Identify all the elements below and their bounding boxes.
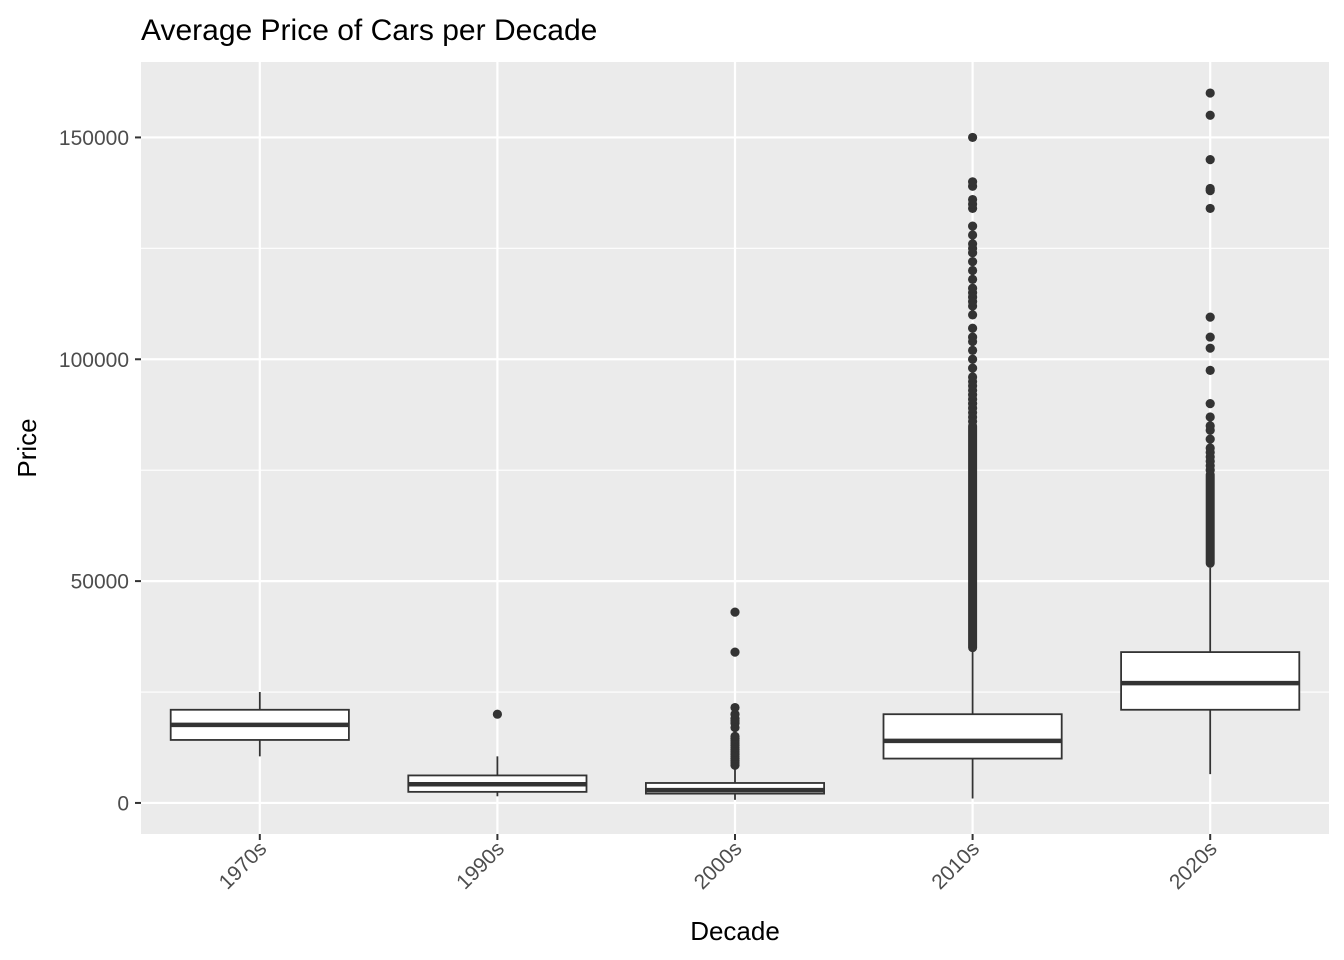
y-tick-label: 50000 [71,571,129,594]
outlier-point [730,702,740,713]
outlier-point [968,239,978,249]
outlier-point [968,194,978,205]
outlier-point [1205,421,1215,431]
outlier-point [968,274,978,285]
outlier-point [968,230,978,240]
outlier-point [1205,203,1215,214]
outlier-point [1205,412,1215,422]
x-tick-label: 2000s [690,837,747,894]
outlier-point [1205,399,1215,409]
outlier-point [1205,365,1215,375]
x-tick-label: 2010s [927,837,984,894]
outlier-point [968,372,978,382]
outlier-point [968,345,978,355]
outlier-point [1205,312,1215,322]
outlier-point [968,363,978,373]
y-axis: 0 50000 100000 150000 [59,127,141,815]
x-tick-label: 2020s [1165,837,1222,894]
outlier-point [968,132,978,143]
box-2020s [1120,88,1301,775]
outlier-point [1205,443,1215,453]
outlier-point [968,257,978,267]
box-1970s [169,692,350,757]
outlier-point [730,709,740,719]
outlier-cluster [1205,470,1215,568]
box-1990s [407,709,588,797]
outlier-point [1205,183,1215,194]
x-tick-label: 1970s [215,837,272,894]
chart-title: Average Price of Cars per Decade [141,14,597,47]
outlier-point [492,709,502,719]
outlier-point [968,265,978,276]
x-axis-title: Decade [690,916,780,946]
y-tick-label: 100000 [59,349,129,372]
outlier-point [730,647,740,657]
outlier-point [968,323,978,333]
outlier-point [1205,343,1215,353]
outlier-point [1205,88,1215,98]
iqr-box [882,713,1063,760]
outlier-point [968,354,978,364]
box-2000s [645,607,826,800]
x-axis: 1970s 1990s 2000s 2010s 2020s [215,834,1222,894]
outlier-point [968,310,978,320]
outlier-point [968,283,978,293]
outlier-point [968,221,978,231]
y-axis-title: Price [12,418,42,477]
outlier-point [1205,332,1215,342]
outlier-point [1205,110,1215,120]
outlier-point [730,731,740,741]
box-2010s [882,132,1063,799]
outlier-point [730,607,740,617]
y-tick-label: 0 [117,792,129,815]
outlier-point [968,177,978,187]
y-tick-label: 150000 [59,127,129,150]
outlier-point [1205,155,1215,165]
outlier-point [968,332,978,342]
x-tick-label: 1990s [452,837,509,894]
outlier-cluster [968,421,978,653]
box-layer [169,88,1301,800]
outlier-point [1205,434,1215,444]
